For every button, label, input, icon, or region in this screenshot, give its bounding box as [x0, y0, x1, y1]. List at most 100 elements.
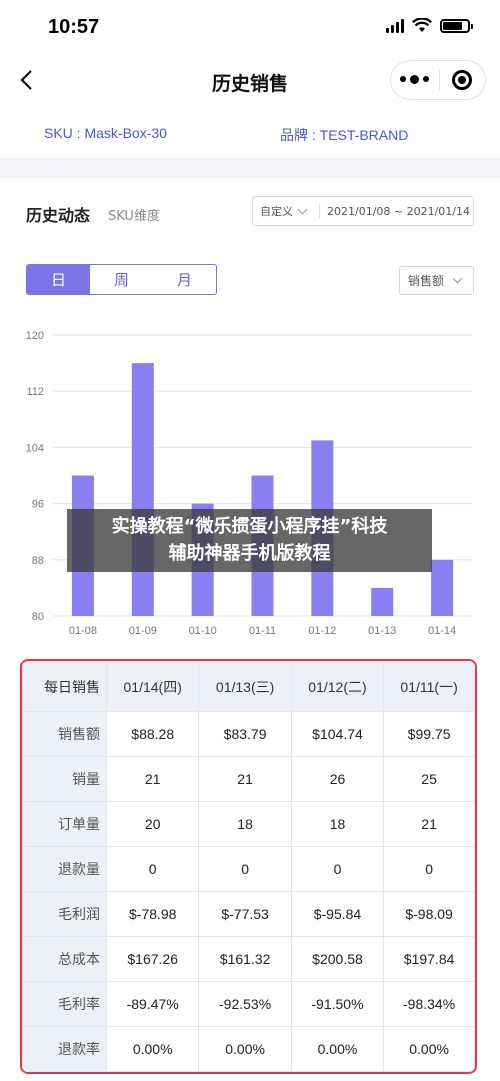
table-cell: $-77.53: [199, 892, 291, 937]
tab-day[interactable]: 日: [27, 265, 90, 294]
chart-bar[interactable]: [132, 363, 154, 616]
x-tick-label: 01-14: [428, 625, 456, 637]
overlay-banner: 实操教程“微乐掼蛋小程序挂”科技 辅助神器手机版教程: [67, 509, 432, 572]
row-label: 总成本: [23, 937, 107, 982]
x-tick-label: 01-12: [308, 625, 336, 637]
section-title: 历史动态: [26, 202, 90, 226]
date-range-value: 2021/01/08 ~ 2021/01/14: [327, 205, 470, 218]
status-icons: [386, 18, 470, 33]
x-tick-label: 01-09: [129, 625, 157, 637]
y-tick-label: 88: [32, 555, 44, 567]
table-cell: $161.32: [199, 937, 291, 982]
table-cell: 0: [291, 847, 383, 892]
table-header-cell: 01/12(二): [291, 662, 383, 712]
nav-bar: 历史销售: [0, 56, 500, 108]
metric-select-value: 销售额: [408, 272, 444, 289]
table-cell: 0.00%: [199, 1027, 291, 1072]
table-header-cell: 01/11(一): [384, 662, 475, 712]
table-cell: 21: [384, 802, 475, 847]
status-bar: 10:57: [0, 0, 500, 56]
table-header-cell: 每日销售: [23, 662, 107, 712]
table-row: 毛利率 -89.47% -92.53% -91.50% -98.34%: [23, 982, 475, 1027]
x-tick-label: 01-10: [189, 625, 217, 637]
table-row: 订单量 20 18 18 21: [23, 802, 475, 847]
close-miniprogram-button[interactable]: [439, 70, 485, 90]
period-tabs: 日 周 月: [26, 264, 217, 295]
table-cell: $104.74: [291, 712, 383, 757]
chevron-down-icon: [298, 204, 308, 214]
row-label: 毛利润: [23, 892, 107, 937]
table-cell: 0.00%: [107, 1027, 199, 1072]
table-cell: 21: [107, 757, 199, 802]
status-time: 10:57: [48, 16, 99, 39]
table-cell: $-95.84: [291, 892, 383, 937]
table-cell: 25: [384, 757, 475, 802]
table-row: 毛利润 $-78.98 $-77.53 $-95.84 $-98.09: [23, 892, 475, 937]
table-cell: 21: [199, 757, 291, 802]
sku-label: SKU : Mask-Box-30: [44, 125, 167, 141]
table-cell: -98.34%: [384, 982, 475, 1027]
table-cell: -89.47%: [107, 982, 199, 1027]
table-cell: 18: [199, 802, 291, 847]
table-cell: -91.50%: [291, 982, 383, 1027]
row-label: 订单量: [23, 802, 107, 847]
table-row: 退款率 0.00% 0.00% 0.00% 0.00%: [23, 1027, 475, 1072]
table-row: 销量 21 21 26 25: [23, 757, 475, 802]
row-label: 销量: [23, 757, 107, 802]
date-mode-label: 自定义: [260, 203, 293, 219]
table-header-cell: 01/13(三): [199, 662, 291, 712]
table-cell: $-78.98: [107, 892, 199, 937]
table-header-row: 每日销售 01/14(四) 01/13(三) 01/12(二) 01/11(一): [23, 662, 475, 712]
history-card: 历史动态 SKU维度 自定义 2021/01/08 ~ 2021/01/14 日…: [0, 178, 500, 1081]
wifi-icon: [412, 18, 432, 33]
tab-month[interactable]: 月: [153, 265, 216, 294]
table-cell: $99.75: [384, 712, 475, 757]
date-range-picker[interactable]: 自定义 2021/01/08 ~ 2021/01/14: [252, 196, 474, 226]
table-cell: 0: [199, 847, 291, 892]
y-tick-label: 120: [26, 330, 44, 342]
banner-line-2: 辅助神器手机版教程: [67, 540, 432, 567]
signal-icon: [386, 19, 404, 33]
table-cell: 0: [384, 847, 475, 892]
date-divider: [319, 204, 320, 218]
table-cell: 0.00%: [291, 1027, 383, 1072]
table-cell: 0.00%: [384, 1027, 475, 1072]
y-tick-label: 104: [26, 442, 44, 454]
row-label: 销售额: [23, 712, 107, 757]
table-cell: $83.79: [199, 712, 291, 757]
date-mode-select[interactable]: 自定义: [253, 203, 319, 219]
table-row: 总成本 $167.26 $161.32 $200.58 $197.84: [23, 937, 475, 982]
row-label: 退款率: [23, 1027, 107, 1072]
tab-week[interactable]: 周: [90, 265, 153, 294]
battery-icon: [440, 19, 470, 33]
more-icon[interactable]: [391, 76, 439, 84]
table-row: 销售额 $88.28 $83.79 $104.74 $99.75: [23, 712, 475, 757]
y-tick-label: 112: [26, 386, 44, 398]
table-cell: $167.26: [107, 937, 199, 982]
section-subtitle: SKU维度: [108, 205, 160, 224]
x-tick-label: 01-13: [368, 625, 396, 637]
table-row: 退款量 0 0 0 0: [23, 847, 475, 892]
banner-line-1: 实操教程“微乐掼蛋小程序挂”科技: [67, 513, 432, 540]
table-cell: $200.58: [291, 937, 383, 982]
table-cell: 20: [107, 802, 199, 847]
chart-bar[interactable]: [431, 560, 453, 616]
row-label: 毛利率: [23, 982, 107, 1027]
metric-select[interactable]: 销售额: [399, 266, 474, 295]
x-tick-label: 01-08: [69, 625, 97, 637]
y-tick-label: 96: [32, 499, 44, 511]
row-label: 退款量: [23, 847, 107, 892]
table-cell: 18: [291, 802, 383, 847]
table-cell: $88.28: [107, 712, 199, 757]
x-tick-label: 01-11: [249, 625, 276, 637]
target-icon: [452, 70, 472, 90]
miniprogram-capsule: [390, 60, 486, 100]
table-cell: $-98.09: [384, 892, 475, 937]
sku-info-row: SKU : Mask-Box-30 品牌 : TEST-BRAND: [0, 108, 500, 158]
table-cell: $197.84: [384, 937, 475, 982]
chevron-down-icon: [453, 274, 463, 284]
sales-bar-chart: 80 88 96 104 112 120 01-08 01-09 01-10 01-11 01-12…: [0, 318, 500, 638]
brand-label: 品牌 : TEST-BRAND: [280, 125, 408, 145]
table-header-cell: 01/14(四): [107, 662, 199, 712]
chart-bar[interactable]: [371, 588, 393, 616]
